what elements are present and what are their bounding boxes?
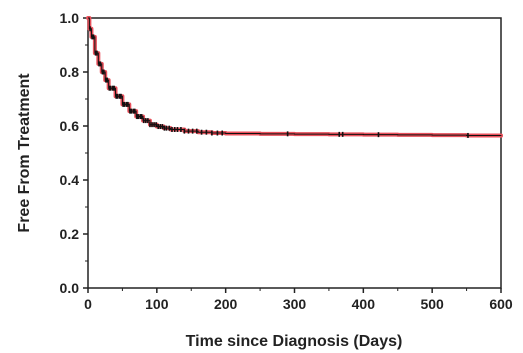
y-tick-label: 0.4 — [60, 172, 80, 188]
x-tick-label: 500 — [420, 296, 444, 312]
x-tick-label: 100 — [145, 296, 169, 312]
x-tick-label: 200 — [214, 296, 238, 312]
y-tick-label: 0.0 — [60, 280, 80, 296]
y-axis-title: Free From Treatment — [16, 73, 33, 233]
x-tick-label: 600 — [489, 296, 513, 312]
y-tick-label: 0.6 — [60, 118, 80, 134]
censor-marks — [89, 26, 469, 138]
x-axis-ticks: 0 100 200 300 400 500 600 — [84, 288, 513, 312]
y-tick-label: 0.8 — [60, 64, 80, 80]
series-step-line — [88, 17, 502, 136]
x-axis-title: Time since Diagnosis (Days) — [186, 333, 403, 350]
series-line — [86, 16, 503, 138]
y-tick-label: 1.0 — [60, 10, 80, 26]
x-tick-label: 300 — [283, 296, 307, 312]
plot-frame — [87, 17, 502, 289]
x-tick-label: 400 — [352, 296, 376, 312]
y-axis-ticks: 0.0 0.2 0.4 0.6 0.8 1.0 — [60, 10, 88, 296]
x-tick-label: 0 — [84, 296, 92, 312]
y-tick-label: 0.2 — [60, 226, 80, 242]
